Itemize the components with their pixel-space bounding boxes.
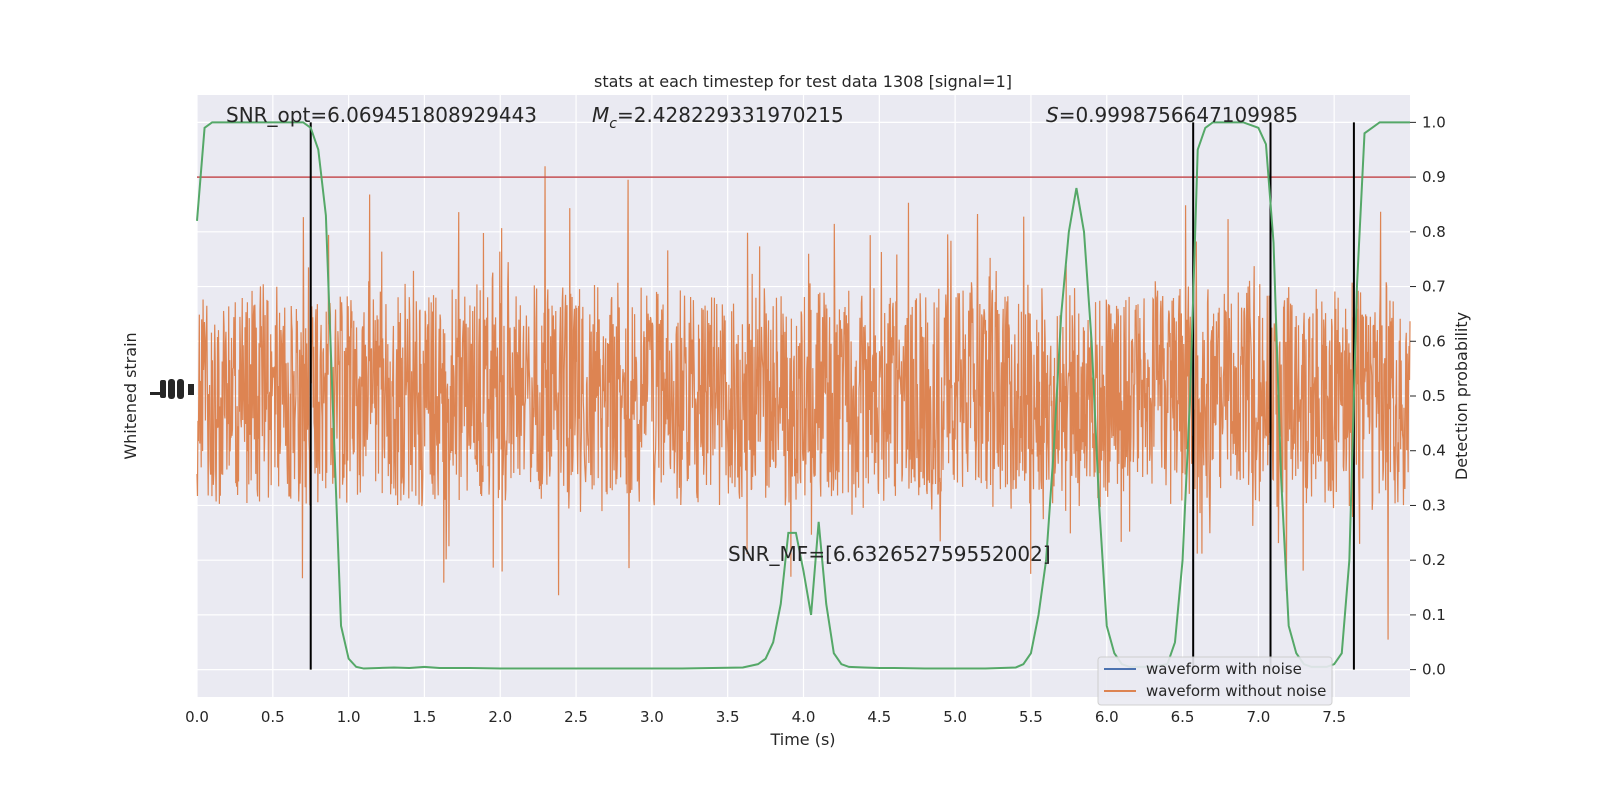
x-tick-label: 2.0 — [488, 708, 512, 726]
right-y-tick-label: 0.8 — [1422, 223, 1446, 241]
x-tick-label: 5.0 — [943, 708, 967, 726]
x-tick-label: 3.0 — [640, 708, 664, 726]
legend: waveform with noise waveform without noi… — [1097, 656, 1333, 706]
mc-value: =2.428229331970215 — [617, 103, 844, 127]
x-tick-label: 4.0 — [792, 708, 816, 726]
left-y-axis-label: Whitened strain — [121, 332, 140, 459]
chirp-mass-annotation: Mc=2.428229331970215 — [592, 103, 844, 132]
legend-label-waveform-with-noise: waveform with noise — [1146, 660, 1302, 678]
right-y-axis-label: Detection probability — [1452, 312, 1471, 480]
x-tick-label: 5.5 — [1019, 708, 1043, 726]
right-y-tick-label: 0.4 — [1422, 442, 1446, 460]
x-tick-label: 4.5 — [867, 708, 891, 726]
x-tick-label: 7.0 — [1246, 708, 1270, 726]
x-tick-label: 3.5 — [716, 708, 740, 726]
chart-title: stats at each timestep for test data 130… — [594, 72, 1012, 91]
right-y-tick-label: 0.6 — [1422, 332, 1446, 350]
x-tick-label: 1.0 — [337, 708, 361, 726]
waveform-without-noise-line — [196, 166, 1411, 640]
left-y-tick-glyph — [150, 379, 194, 399]
s-value: =0.9998756647109985 — [1059, 103, 1298, 127]
right-y-tick-label: 0.9 — [1422, 168, 1446, 186]
x-tick-label: 2.5 — [564, 708, 588, 726]
right-y-tick-label: 0.5 — [1422, 387, 1446, 405]
right-y-tick-label: 0.1 — [1422, 606, 1446, 624]
legend-label-waveform-without-noise: waveform without noise — [1146, 682, 1326, 700]
right-y-tick-label: 0.3 — [1422, 496, 1446, 514]
detection-probability-line — [196, 121, 1410, 670]
x-tick-label: 6.5 — [1171, 708, 1195, 726]
right-y-tick-label: 1.0 — [1422, 113, 1446, 131]
snr-opt-annotation: SNR_opt=6.069451808929443 — [226, 103, 537, 127]
x-tick-labels: 0.0 0.5 1.0 1.5 2.0 2.5 3.0 3.5 4.0 4.5 5.0 5.5 6.0 6… — [185, 708, 1346, 726]
x-tick-label: 0.5 — [261, 708, 285, 726]
mc-symbol: M — [592, 103, 609, 127]
s-symbol: S — [1046, 103, 1059, 127]
right-y-tick-label: 0.2 — [1422, 551, 1446, 569]
x-tick-label: 6.0 — [1095, 708, 1119, 726]
x-tick-label: 0.0 — [185, 708, 209, 726]
right-y-tick-label: 0.0 — [1422, 661, 1446, 679]
mc-subscript: c — [609, 116, 617, 132]
x-axis-label: Time (s) — [769, 730, 835, 749]
right-y-tick-label: 0.7 — [1422, 278, 1446, 296]
snr-mf-annotation: SNR_MF=[6.632652759552002] — [728, 542, 1051, 566]
right-y-tick-labels: 0.0 0.1 0.2 0.3 0.4 0.5 0.6 0.7 0.8 0.9 1.0 — [1410, 113, 1446, 679]
s-annotation: S=0.9998756647109985 — [1046, 103, 1298, 127]
x-tick-label: 1.5 — [413, 708, 437, 726]
x-tick-label: 7.5 — [1322, 708, 1346, 726]
